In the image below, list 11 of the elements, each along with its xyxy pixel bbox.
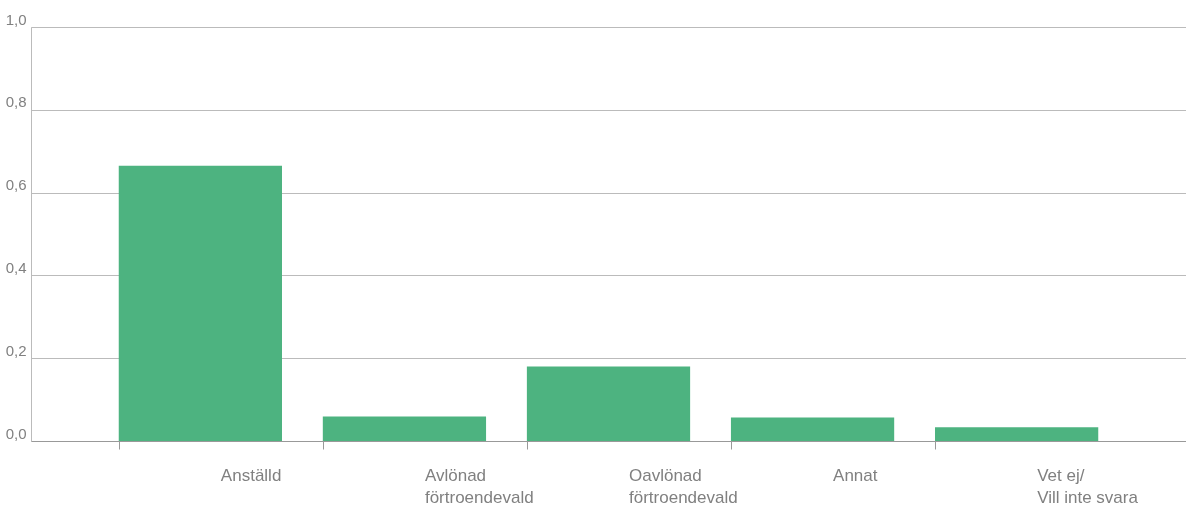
x-tick-label: Anställd [220, 465, 282, 485]
x-tick-label: Vet ej/ Vill inte svara [1037, 465, 1139, 507]
y-tick-label: 0,6 [5, 176, 27, 194]
y-tick-label: 0,4 [5, 258, 27, 276]
y-tick-label: 0,0 [5, 424, 27, 442]
y-tick-label: 0,8 [5, 93, 27, 111]
x-tick-label: Oavlönad förtroendevald [629, 465, 738, 507]
x-tick-label: Avlönad förtroendevald [424, 465, 534, 507]
x-tick-label: Annat [833, 465, 878, 485]
y-tick-label: 1,0 [5, 10, 27, 28]
y-tick-label: 0,2 [5, 341, 27, 359]
